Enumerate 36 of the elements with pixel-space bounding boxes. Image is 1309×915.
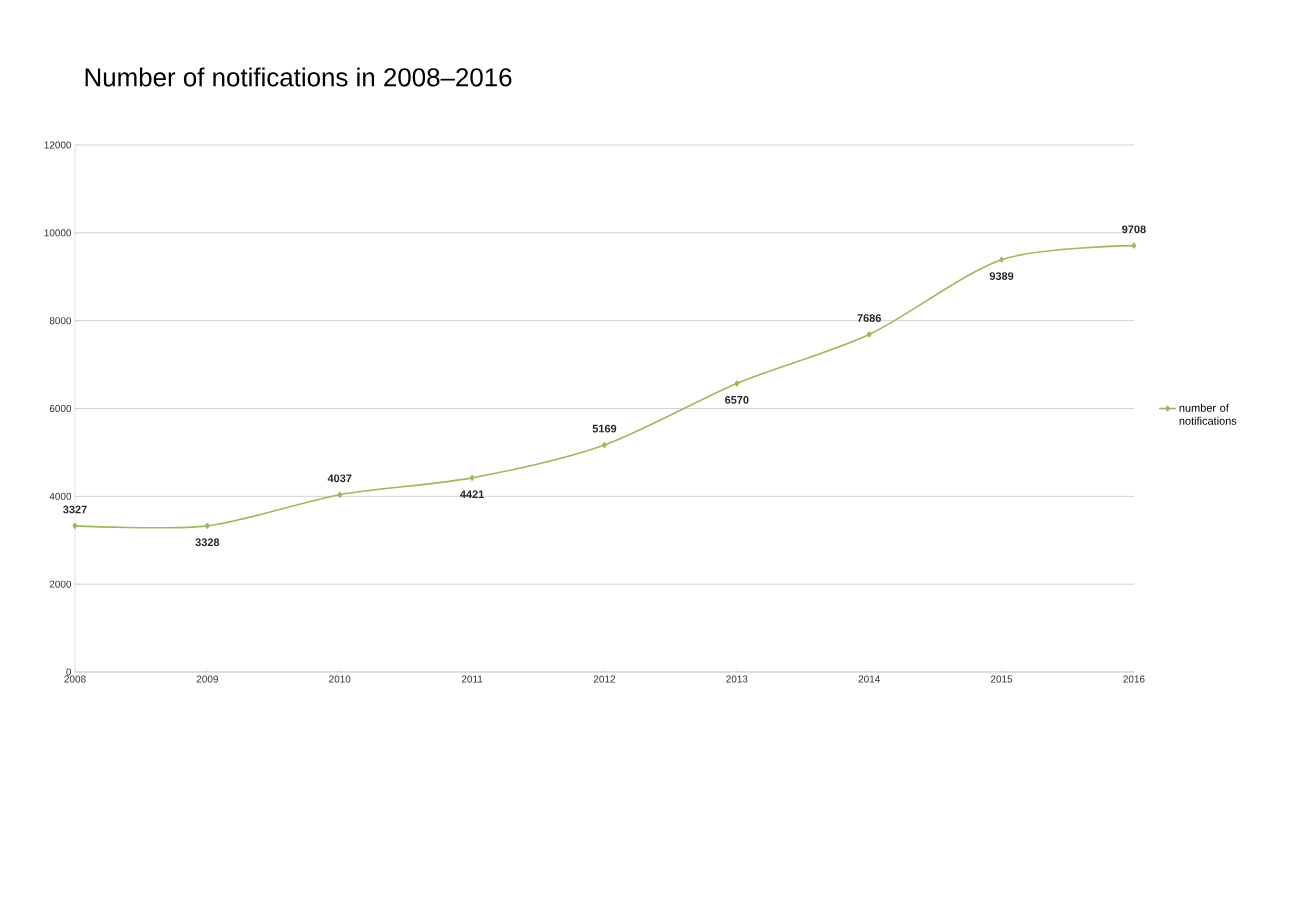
data-label: 7686	[857, 314, 881, 322]
data-label: 4037	[327, 474, 352, 483]
point	[1131, 242, 1137, 249]
y-tick-label: 10000	[44, 229, 72, 237]
x-tick-label: 2008	[64, 675, 86, 683]
x-tick-label: 2009	[196, 675, 218, 683]
data-label: 3327	[63, 505, 87, 514]
data-label: 6570	[725, 395, 749, 404]
x-tick-label: 2014	[858, 675, 880, 683]
y-tick-label: 2000	[49, 580, 72, 588]
x-tick-label: 2011	[461, 675, 483, 683]
x-tick-label: 2013	[726, 675, 748, 683]
point	[602, 441, 607, 448]
x-tick-label: 2012	[593, 675, 616, 683]
y-tick-label: 8000	[49, 317, 72, 325]
x-tick-label: 2016	[1123, 675, 1145, 683]
point	[866, 331, 872, 338]
point	[72, 522, 78, 529]
x-tick-label: 2015	[990, 675, 1013, 683]
y-tick-label: 4000	[49, 492, 72, 500]
y-tick-label: 12000	[44, 141, 72, 149]
data-label: 4421	[460, 490, 484, 499]
chart-title: Number of notifications in 2008–2016	[85, 67, 512, 87]
data-label: 9389	[989, 272, 1014, 280]
y-tick-label: 6000	[49, 404, 72, 413]
point	[204, 522, 210, 529]
point	[469, 474, 475, 481]
legend-label: number of notifications	[1179, 403, 1237, 425]
data-label: 9708	[1122, 225, 1146, 234]
data-label: 3328	[195, 538, 220, 547]
data-label: 5169	[592, 424, 617, 433]
point	[337, 491, 343, 498]
point	[999, 256, 1005, 263]
x-tick-label: 2010	[329, 675, 351, 683]
point	[734, 380, 740, 387]
y-tick-label: 0	[66, 668, 72, 676]
